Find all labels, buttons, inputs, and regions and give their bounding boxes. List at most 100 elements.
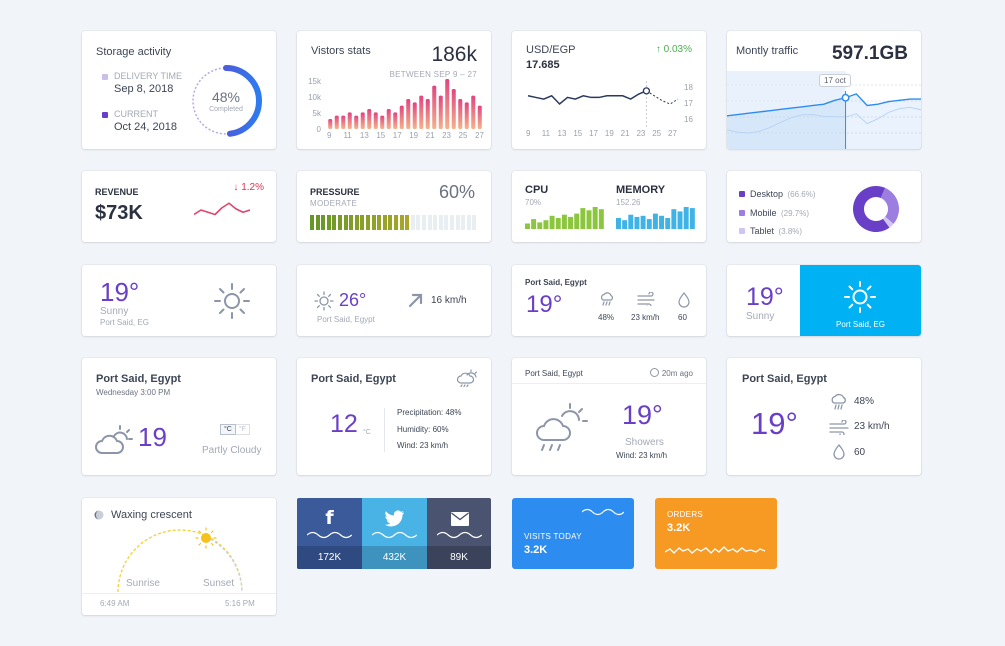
city: Port Said, Egypt	[96, 373, 181, 385]
legend-swatch	[739, 228, 745, 234]
y-axis: 15k 10k 5k 0	[303, 77, 321, 134]
divider	[82, 593, 276, 594]
visitors-bar	[328, 119, 333, 129]
arrow-up-icon: ↑	[655, 44, 661, 55]
condition: Sunny	[100, 306, 129, 317]
updated-ago: 20m ago	[649, 368, 693, 378]
pressure-card: PRESSURE MODERATE 60%	[297, 171, 491, 242]
email-tile[interactable]: 89K	[427, 498, 491, 569]
usage-bar	[616, 218, 621, 229]
usage-bar	[531, 219, 537, 229]
usage-bar	[640, 215, 646, 229]
gauge-segment	[371, 215, 376, 230]
city: Port Said, Egypt	[525, 369, 583, 378]
x-tick: 23	[636, 129, 646, 138]
wind-speed: 23 km/h	[631, 313, 660, 322]
device-slice	[883, 216, 894, 228]
gauge-segment	[433, 215, 438, 230]
usage-bar	[543, 220, 549, 229]
day-time: Wednesday 3:00 PM	[96, 388, 171, 397]
temperature: 19°	[526, 291, 563, 318]
visitors-bar-chart	[328, 79, 482, 129]
social-stats-card: f 172K 432K 89K	[297, 498, 491, 569]
usage-bar	[537, 222, 543, 229]
gauge-segment	[354, 215, 359, 230]
gauge-segment	[349, 215, 354, 230]
usage-bar	[634, 216, 640, 229]
storage-activity-card: Storage activity DELIVERY TIME Sep 8, 20…	[82, 31, 276, 149]
traffic-line	[727, 93, 921, 117]
usage-bar	[628, 214, 634, 229]
cloud-sun-icon	[456, 369, 478, 387]
usage-bar	[677, 211, 683, 229]
y-tick: 18	[684, 82, 693, 92]
envelope-icon	[451, 512, 469, 526]
memory-bar-chart	[616, 207, 695, 229]
usage-bar	[592, 207, 598, 229]
facebook-count: 172K	[297, 546, 362, 569]
city: Port Said, Egypt	[742, 373, 827, 385]
card-title: Storage activity	[96, 46, 172, 58]
usage-bar	[683, 207, 689, 229]
cpu-title: CPU	[525, 184, 549, 196]
usd-point	[642, 87, 651, 95]
wind: Wind: 23 km/h	[616, 451, 668, 460]
visitors-bar	[334, 115, 339, 129]
x-tick: 27	[668, 129, 677, 138]
visitors-bar	[412, 102, 417, 129]
current-label: CURRENT	[114, 109, 158, 119]
x-tick: 13	[557, 129, 567, 138]
gauge-segment	[472, 215, 477, 230]
usage-bar	[580, 208, 586, 229]
temperature: 26°	[339, 290, 367, 310]
gauge-segment	[321, 215, 326, 230]
unit-fahrenheit[interactable]: °F	[235, 424, 250, 435]
gauge-segment	[466, 215, 471, 230]
gauge-segment	[399, 215, 404, 230]
cpu-value: 70%	[525, 198, 542, 207]
card-title: ORDERS	[667, 510, 704, 519]
x-tick: 23	[442, 131, 452, 140]
y-axis: 18 17 16	[684, 81, 704, 127]
arrow-down-icon: ↓	[233, 182, 239, 193]
condition: Sunny	[746, 311, 775, 322]
wave-decoration	[372, 531, 417, 539]
water-drop-icon	[678, 292, 690, 308]
unit-celsius[interactable]: °C	[220, 424, 236, 435]
temperature: 19°	[751, 406, 798, 441]
cpu-bar-chart	[525, 207, 604, 229]
devices-donut-chart	[853, 186, 899, 232]
usage-bar	[622, 220, 628, 229]
memory-value: 152.26	[616, 198, 641, 207]
legend-label: Tablet	[750, 226, 775, 236]
x-tick: 15	[376, 131, 386, 140]
chart-tooltip: 17 oct	[819, 74, 851, 87]
visitors-bar	[438, 95, 443, 129]
wind-icon	[829, 420, 849, 435]
usage-bar	[652, 213, 658, 229]
visitors-bar	[386, 109, 391, 129]
temperature: 19°	[746, 283, 784, 311]
gauge-segment	[422, 215, 427, 230]
visitors-bar	[451, 89, 456, 129]
revenue-line	[194, 202, 250, 216]
revenue-change-value: 1.2%	[241, 182, 264, 193]
usage-bar	[549, 215, 555, 229]
visitors-bar	[419, 95, 424, 129]
x-tick: 19	[409, 131, 419, 140]
gauge-segment	[405, 215, 410, 230]
visitors-bar	[432, 85, 437, 129]
gauge-segment	[427, 215, 432, 230]
cpu-memory-card: CPU 70% MEMORY 152.26	[512, 171, 706, 242]
twitter-icon	[385, 510, 404, 527]
usage-bar	[525, 223, 530, 229]
visitors-bar	[341, 115, 346, 129]
gauge-segment	[382, 215, 387, 230]
weather-card-stats: Port Said, Egypt 19° 48% 23 km/h 60	[727, 358, 921, 475]
arrow-up-right-icon	[408, 293, 423, 308]
facebook-tile[interactable]: f 172K	[297, 498, 362, 569]
email-count: 89K	[427, 546, 491, 569]
twitter-tile[interactable]: 432K	[362, 498, 427, 569]
progress-donut	[190, 65, 262, 137]
unit-toggle[interactable]: °C °F	[220, 424, 250, 435]
